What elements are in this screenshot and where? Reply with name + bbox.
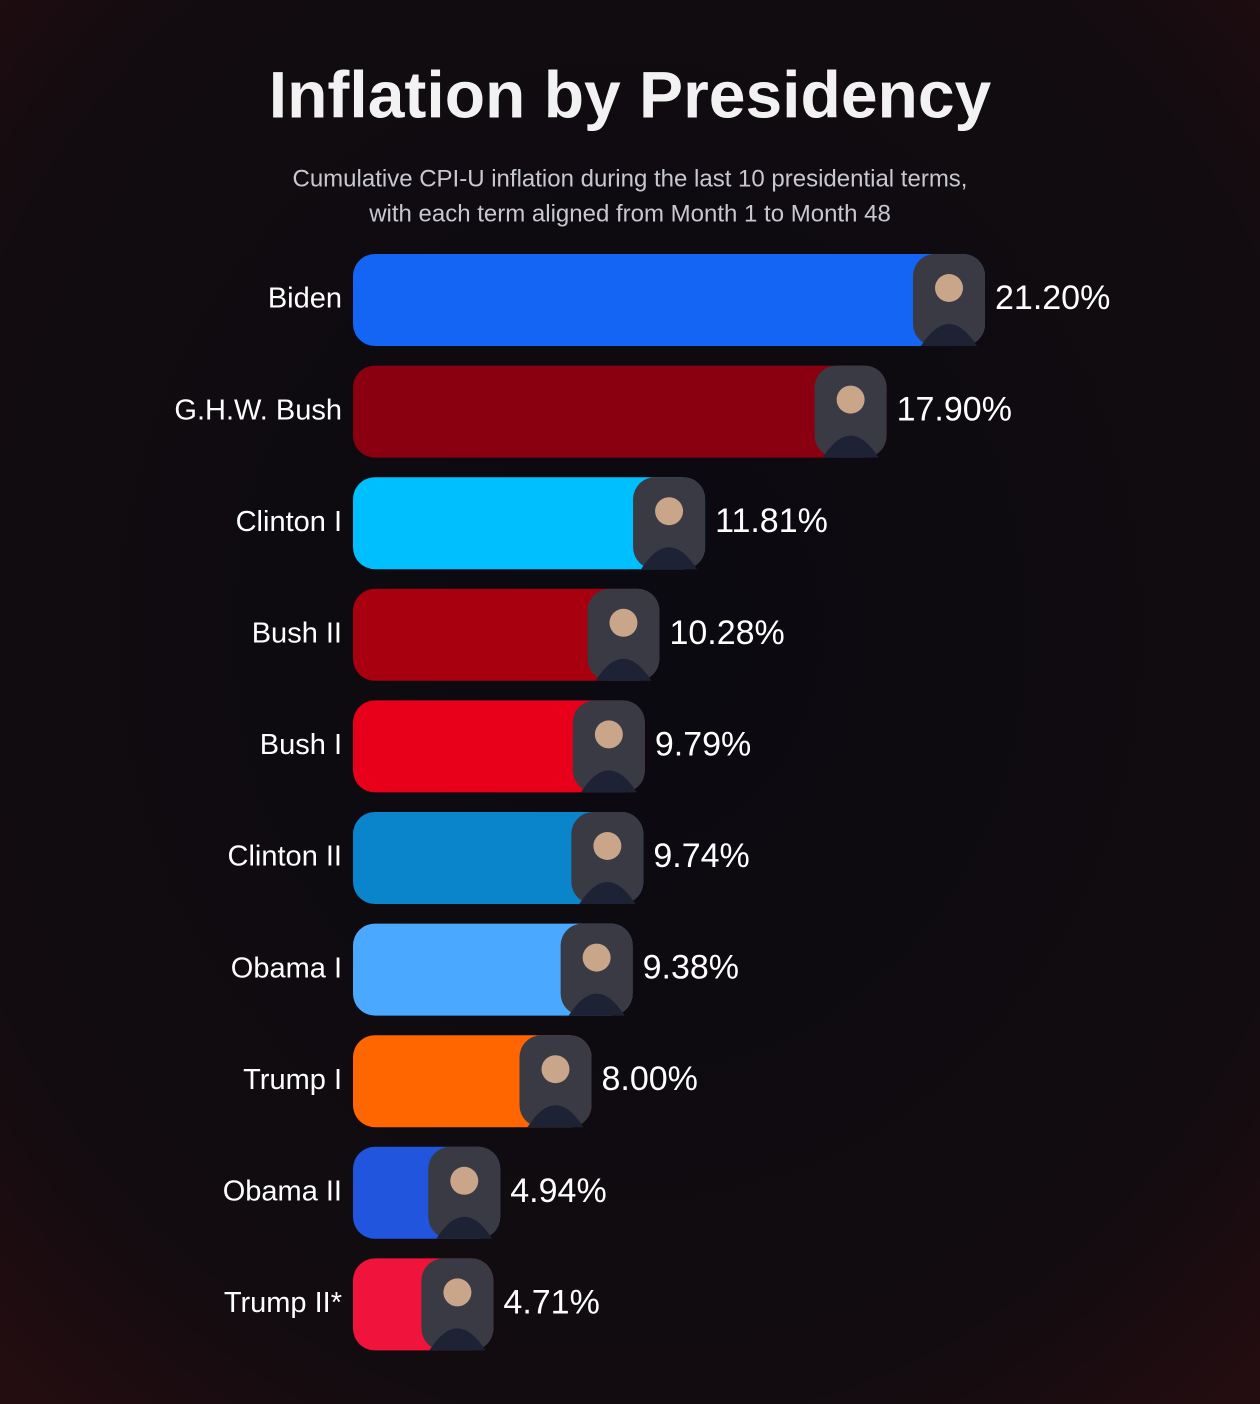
category-label: Biden [268,283,342,315]
chart-subtitle: with each term aligned from Month 1 to M… [368,200,891,227]
portrait-suit [436,1216,493,1239]
value-label: 11.81% [715,502,828,540]
chart-title: Inflation by Presidency [269,57,992,131]
portrait-head [541,1055,570,1084]
bar [353,365,887,458]
portrait-head [582,943,611,972]
category-label: Bush II [252,617,342,649]
category-label: Bush I [260,729,342,761]
category-label: Clinton I [236,506,342,538]
category-label: Trump I [243,1064,342,1096]
category-label: G.H.W. Bush [174,394,342,426]
chart-subtitle: Cumulative CPI-U inflation during the la… [293,165,968,192]
portrait-suit [641,547,698,570]
bar [353,700,645,793]
bar [353,588,660,681]
portrait-suit [580,770,637,793]
category-label: Clinton II [228,841,342,873]
value-label: 9.74% [653,837,749,875]
value-label: 4.94% [510,1172,606,1210]
bar [353,254,985,346]
value-label: 8.00% [601,1060,697,1098]
portrait-suit [579,882,636,904]
portrait-suit [429,1328,486,1351]
portrait-head [935,274,963,302]
portrait-head [655,497,684,526]
category-label: Obama I [231,952,342,984]
portrait-suit [921,324,977,346]
category-label: Trump II* [224,1287,342,1319]
portrait-suit [595,658,652,681]
value-label: 4.71% [503,1283,599,1321]
portrait-head [609,608,638,637]
bar [353,812,644,904]
value-label: 9.79% [655,725,751,763]
portrait-suit [527,1105,584,1128]
portrait-head [594,720,623,749]
portrait-head [443,1278,472,1307]
portrait-head [450,1166,479,1195]
value-label: 21.20% [995,279,1110,317]
bar [353,477,706,570]
value-label: 17.90% [897,391,1012,429]
portrait-head [836,385,865,414]
portrait-head [593,832,622,860]
category-label: Obama II [223,1175,342,1207]
value-label: 9.38% [643,949,739,987]
value-label: 10.28% [669,614,784,652]
portrait-suit [568,993,625,1016]
portrait-suit [822,435,879,458]
